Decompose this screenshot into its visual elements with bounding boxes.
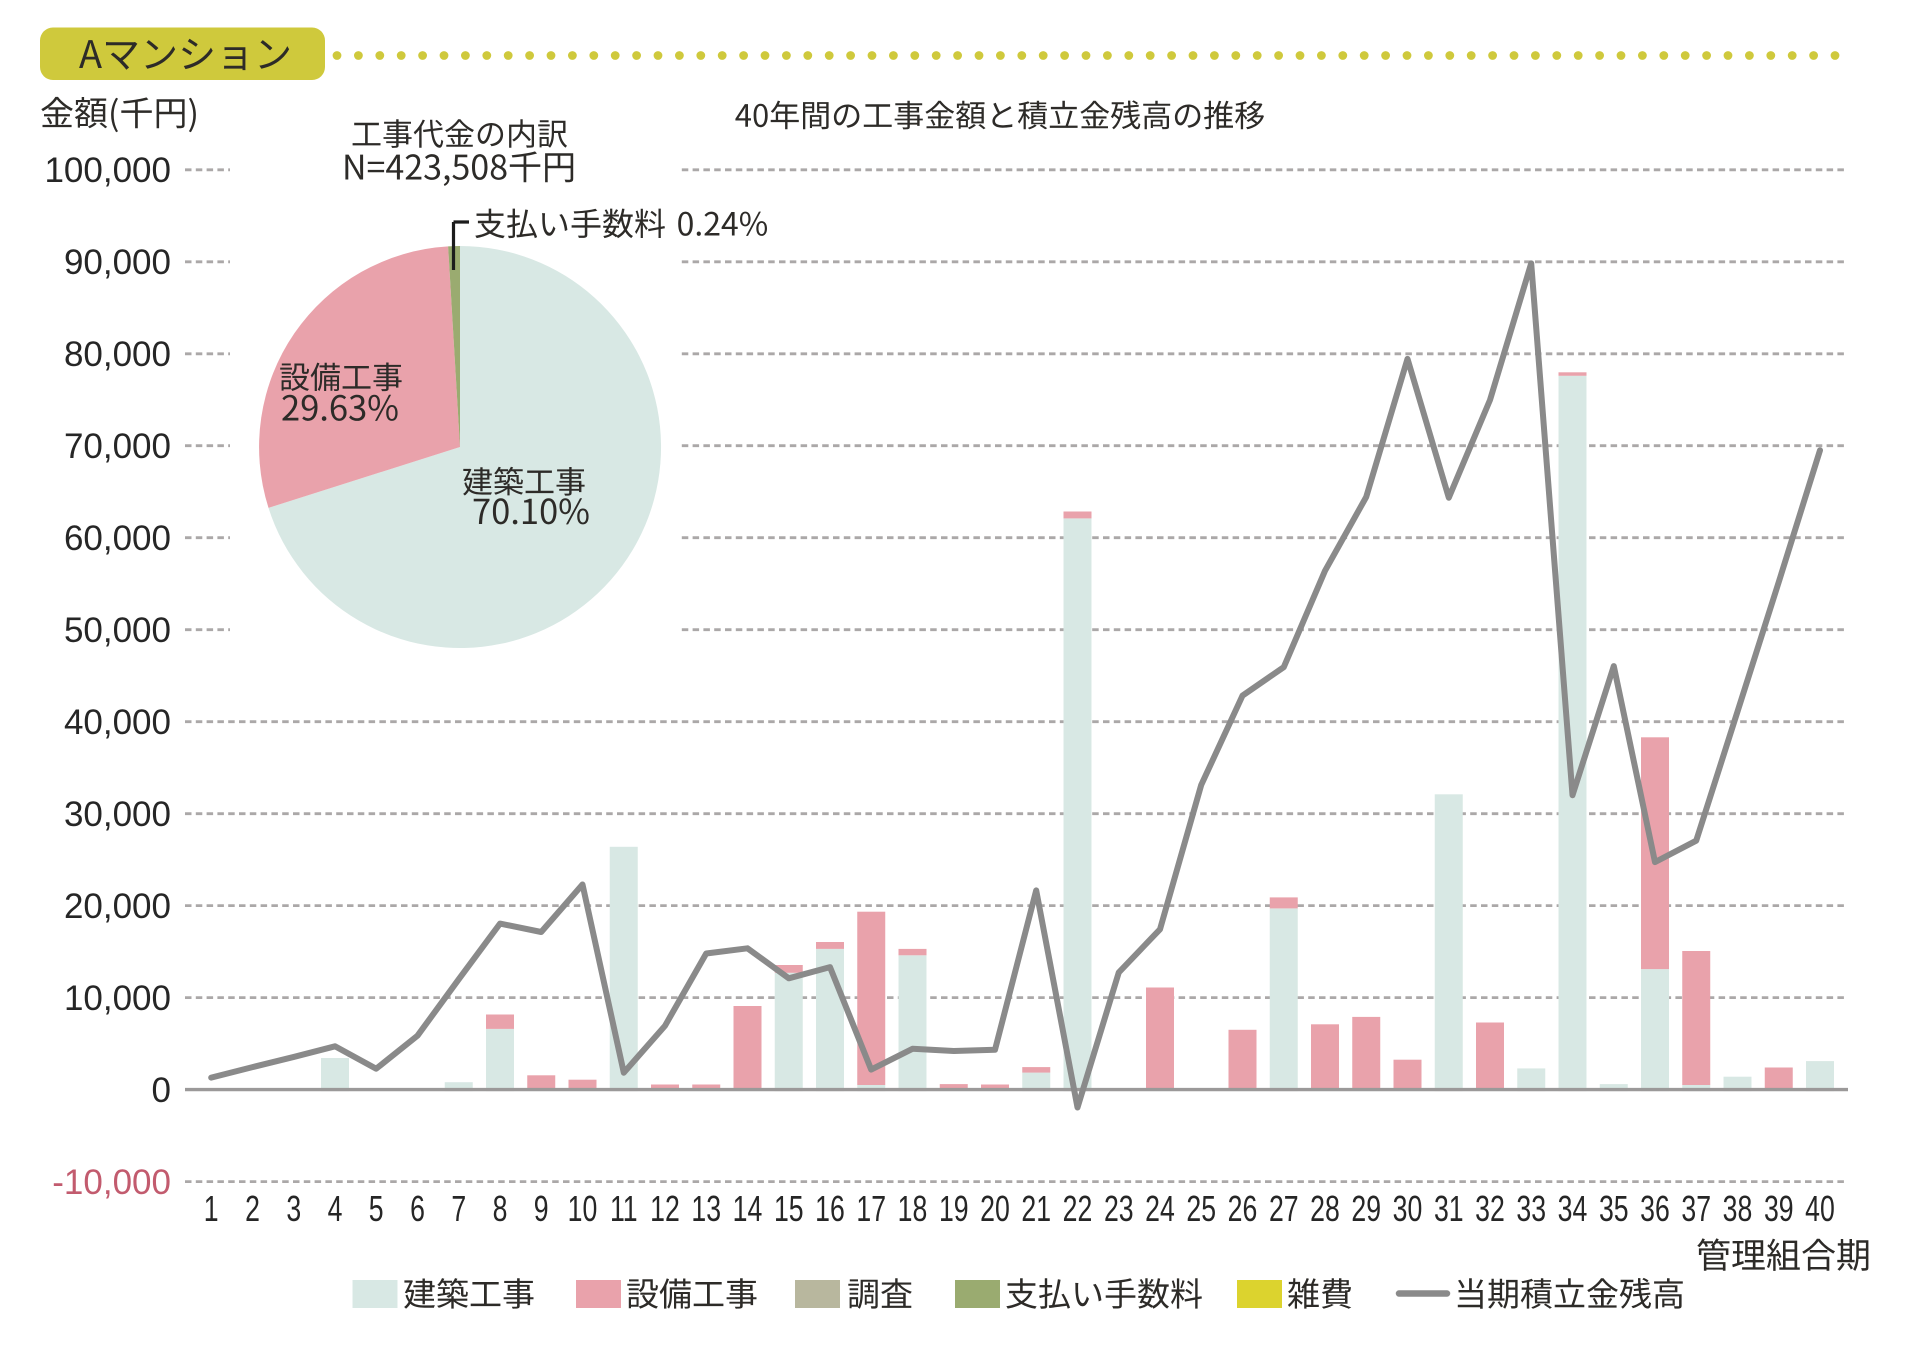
svg-text:40: 40 — [1805, 1188, 1835, 1229]
svg-text:23: 23 — [1104, 1188, 1134, 1229]
svg-text:27: 27 — [1269, 1188, 1299, 1229]
svg-text:31: 31 — [1434, 1188, 1464, 1229]
svg-text:10: 10 — [568, 1188, 598, 1229]
svg-text:5: 5 — [369, 1188, 384, 1229]
svg-text:3: 3 — [286, 1188, 301, 1229]
svg-text:70,000: 70,000 — [64, 427, 171, 466]
svg-text:17: 17 — [856, 1188, 886, 1229]
svg-text:25: 25 — [1186, 1188, 1216, 1229]
svg-text:8: 8 — [493, 1188, 508, 1229]
svg-text:12: 12 — [650, 1188, 680, 1229]
svg-text:33: 33 — [1516, 1188, 1546, 1229]
svg-text:34: 34 — [1558, 1188, 1588, 1229]
svg-text:14: 14 — [733, 1188, 763, 1229]
svg-text:4: 4 — [328, 1188, 343, 1229]
svg-text:37: 37 — [1681, 1188, 1711, 1229]
svg-text:50,000: 50,000 — [64, 611, 171, 650]
svg-text:2: 2 — [245, 1188, 260, 1229]
svg-text:32: 32 — [1475, 1188, 1505, 1229]
svg-text:20: 20 — [980, 1188, 1010, 1229]
svg-text:60,000: 60,000 — [64, 519, 171, 558]
svg-text:26: 26 — [1228, 1188, 1258, 1229]
svg-text:38: 38 — [1723, 1188, 1753, 1229]
svg-text:0: 0 — [152, 1071, 171, 1110]
svg-text:30,000: 30,000 — [64, 795, 171, 834]
svg-text:7: 7 — [451, 1188, 466, 1229]
svg-text:90,000: 90,000 — [64, 243, 171, 282]
svg-text:24: 24 — [1145, 1188, 1175, 1229]
svg-text:11: 11 — [610, 1188, 638, 1229]
svg-text:28: 28 — [1310, 1188, 1340, 1229]
svg-text:80,000: 80,000 — [64, 335, 171, 374]
svg-text:35: 35 — [1599, 1188, 1629, 1229]
svg-text:20,000: 20,000 — [64, 887, 171, 926]
svg-text:9: 9 — [534, 1188, 549, 1229]
svg-text:19: 19 — [939, 1188, 969, 1229]
svg-text:6: 6 — [410, 1188, 425, 1229]
svg-text:40,000: 40,000 — [64, 703, 171, 742]
svg-text:15: 15 — [774, 1188, 804, 1229]
svg-text:18: 18 — [898, 1188, 928, 1229]
svg-text:-10,000: -10,000 — [52, 1163, 171, 1202]
svg-text:39: 39 — [1764, 1188, 1794, 1229]
svg-text:100,000: 100,000 — [44, 151, 171, 190]
svg-text:29: 29 — [1351, 1188, 1381, 1229]
svg-text:30: 30 — [1393, 1188, 1423, 1229]
svg-text:10,000: 10,000 — [64, 979, 171, 1018]
svg-text:1: 1 — [204, 1188, 219, 1229]
svg-text:21: 21 — [1021, 1188, 1051, 1229]
svg-text:13: 13 — [691, 1188, 721, 1229]
svg-text:36: 36 — [1640, 1188, 1670, 1229]
svg-text:22: 22 — [1063, 1188, 1093, 1229]
svg-text:16: 16 — [815, 1188, 845, 1229]
